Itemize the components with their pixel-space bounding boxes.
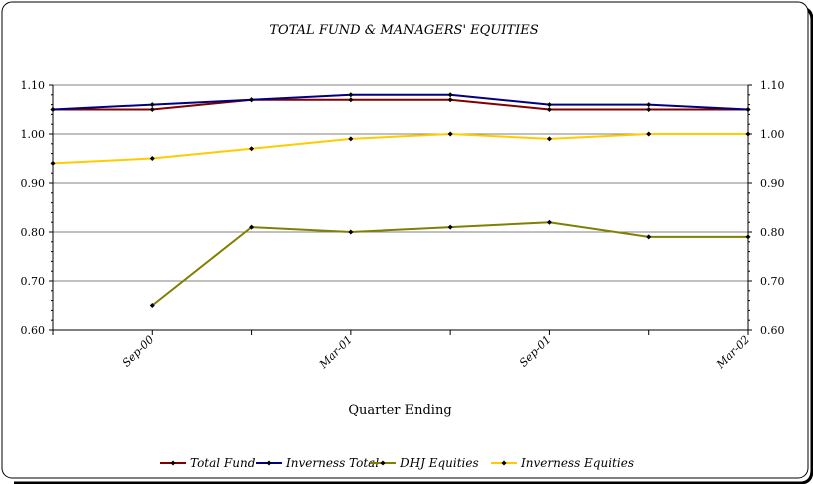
data-point	[646, 131, 652, 137]
legend-marker	[170, 460, 176, 466]
series-dhj-equities	[149, 219, 751, 308]
legend-label: Total Fund	[190, 456, 256, 470]
data-point	[149, 107, 155, 112]
data-point	[249, 224, 255, 230]
legend-marker	[266, 460, 272, 466]
data-point	[149, 156, 155, 161]
data-point	[447, 97, 453, 103]
data-point	[149, 102, 155, 108]
legend-label: Inverness Equities	[520, 456, 634, 470]
y-tick-label-left: 0.80	[21, 226, 46, 239]
y-tick-label-right: 1.10	[760, 79, 785, 92]
data-point	[546, 102, 552, 108]
y-tick-label-left: 1.00	[21, 128, 46, 141]
data-point	[646, 102, 652, 108]
series-line	[52, 93, 749, 111]
series-lines	[50, 92, 751, 308]
data-point	[745, 234, 751, 240]
axes	[49, 84, 752, 335]
data-point	[447, 131, 453, 137]
legend-marker	[380, 460, 386, 466]
x-axis-label: Quarter Ending	[348, 403, 451, 418]
legend: Total Fund Inverness Total DHJ Equities Inv…	[160, 456, 634, 470]
data-point	[546, 219, 552, 225]
y-axis-right-ticks: 0.60 0.70 0.80 0.90 1.00 1.10	[760, 79, 785, 337]
y-tick-label-left: 1.10	[21, 79, 46, 92]
y-tick-label-left: 0.60	[21, 324, 46, 337]
legend-label: Inverness Total	[285, 456, 379, 470]
data-point	[447, 92, 453, 98]
y-tick-label-left: 0.70	[21, 275, 46, 288]
y-tick-label-left: 0.90	[21, 177, 46, 190]
data-point	[546, 107, 552, 112]
data-point	[745, 107, 751, 112]
y-tick-label-right: 0.60	[760, 324, 785, 337]
data-point	[249, 146, 255, 152]
data-point	[348, 136, 354, 142]
data-point	[348, 229, 354, 235]
legend-marker	[501, 460, 507, 466]
data-point	[50, 160, 56, 166]
data-point	[745, 131, 751, 137]
data-point	[646, 107, 652, 112]
data-point	[149, 303, 155, 308]
y-axis-left-ticks: 0.60 0.70 0.80 0.90 1.00 1.10	[21, 79, 46, 337]
y-tick-label-right: 0.70	[760, 275, 785, 288]
series-line	[52, 132, 748, 165]
data-point	[50, 107, 56, 112]
y-tick-label-right: 0.90	[760, 177, 785, 190]
y-tick-label-right: 0.80	[760, 226, 785, 239]
chart-title: TOTAL FUND & MANAGERS' EQUITIES	[269, 23, 538, 38]
data-point	[348, 97, 354, 103]
data-point	[447, 224, 453, 230]
data-point	[546, 136, 552, 142]
data-point	[249, 97, 255, 103]
data-point	[646, 234, 652, 240]
series-line	[53, 98, 748, 111]
legend-label: DHJ Equities	[399, 456, 479, 470]
y-tick-label-right: 1.00	[760, 128, 785, 141]
series-inverness-total	[50, 92, 751, 112]
series-inverness-equities	[50, 131, 751, 166]
data-point	[348, 92, 354, 98]
